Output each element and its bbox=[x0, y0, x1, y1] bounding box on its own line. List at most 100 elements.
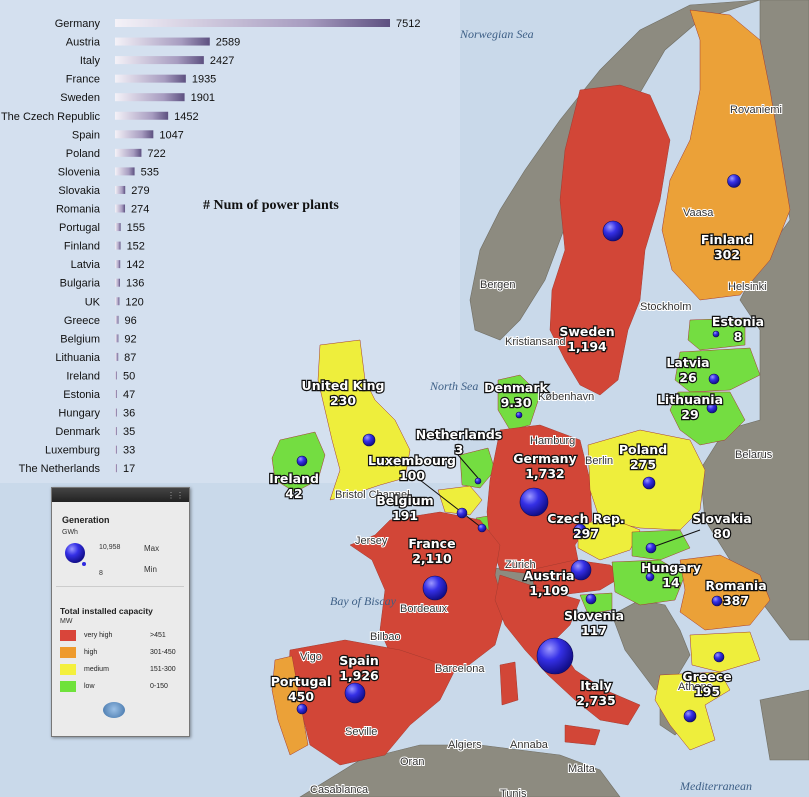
country-slovakia bbox=[631, 529, 691, 561]
sea-labels: Norwegian Sea North Sea Bay of Biscay Me… bbox=[330, 27, 752, 793]
bar-value-label: 1047 bbox=[159, 129, 183, 141]
city-annaba: Annaba bbox=[510, 739, 549, 751]
country-name-label: Portugal bbox=[271, 674, 331, 689]
bar-category-label: Portugal bbox=[59, 222, 100, 234]
country-value-label: 1,926 bbox=[339, 668, 379, 683]
legend-titlebar[interactable]: ⋮⋮ bbox=[52, 488, 189, 502]
country-value-label: 191 bbox=[392, 508, 418, 523]
country-value-label: 230 bbox=[330, 393, 356, 408]
legend-row-medium: medium 151-300 bbox=[60, 664, 182, 676]
generation-bubble bbox=[585, 593, 597, 605]
country-belgium bbox=[437, 485, 483, 516]
country-finland bbox=[661, 9, 791, 301]
country-name-label: France bbox=[408, 536, 455, 551]
bar-value-label: 1901 bbox=[191, 92, 215, 104]
bar-value-label: 87 bbox=[124, 352, 136, 364]
legend-row-low: low 0-150 bbox=[60, 681, 182, 693]
city-tunis: Tunis bbox=[500, 788, 527, 797]
city-kristiansand: Kristiansand bbox=[505, 336, 566, 348]
country-value-label: 8 bbox=[734, 329, 743, 344]
min-label: Min bbox=[144, 565, 157, 574]
bar-category-label: UK bbox=[85, 296, 101, 308]
generation-bubble bbox=[456, 507, 468, 519]
grip-icon[interactable]: ⋮⋮ bbox=[167, 491, 185, 500]
generation-bubble bbox=[645, 572, 655, 582]
country-value-label: 117 bbox=[581, 623, 607, 638]
sea-label-mediterranean: Mediterranean bbox=[679, 779, 752, 793]
swatch-very-high bbox=[60, 630, 76, 641]
bar bbox=[115, 130, 154, 139]
bar-value-label: 33 bbox=[123, 445, 135, 457]
swatch-low bbox=[60, 681, 76, 692]
bar-value-label: 535 bbox=[141, 166, 159, 178]
generation-bubble bbox=[536, 637, 574, 675]
country-value-label: 29 bbox=[681, 407, 698, 422]
city-stockholm: Stockholm bbox=[640, 301, 691, 313]
generation-bubble bbox=[422, 575, 448, 601]
country-latvia bbox=[674, 347, 761, 393]
country-hungary bbox=[611, 559, 686, 606]
generation-bubble bbox=[296, 455, 308, 467]
bar bbox=[115, 315, 119, 324]
bar bbox=[115, 74, 186, 83]
bar bbox=[115, 390, 117, 398]
country-netherlands bbox=[459, 447, 496, 489]
country-name-label: Lithuania bbox=[657, 392, 723, 407]
generation-bubble bbox=[362, 433, 376, 447]
bar bbox=[115, 37, 210, 46]
country-name-label: Italy bbox=[580, 678, 612, 693]
city-jersey: Jersey bbox=[355, 535, 388, 547]
bar bbox=[115, 278, 120, 287]
generation-bubble bbox=[519, 487, 549, 517]
bar bbox=[115, 204, 126, 213]
bar-value-label: 2589 bbox=[216, 37, 240, 49]
country-name-label: Denmark bbox=[484, 380, 548, 395]
bar bbox=[115, 19, 390, 27]
bar-category-label: Denmark bbox=[55, 426, 100, 438]
city-bristol: Bristol Channel bbox=[335, 489, 410, 501]
bar-category-label: Poland bbox=[66, 148, 100, 160]
generation-bubble bbox=[642, 476, 656, 490]
country-value-label: 275 bbox=[630, 457, 656, 472]
bar-category-label: Germany bbox=[55, 18, 101, 30]
city-belarus: Belarus bbox=[735, 449, 773, 461]
generation-title: Generation bbox=[62, 515, 110, 525]
bar-value-label: 722 bbox=[147, 148, 165, 160]
bar-value-label: 152 bbox=[127, 241, 145, 253]
country-value-label: 195 bbox=[694, 684, 720, 699]
city-bergen: Bergen bbox=[480, 279, 515, 291]
bar-value-label: 47 bbox=[123, 389, 135, 401]
bar-category-label: Slovenia bbox=[58, 166, 101, 178]
bar-value-label: 96 bbox=[125, 315, 137, 327]
country-name-label: Luxembourg bbox=[368, 453, 456, 468]
bar-category-label: Lithuania bbox=[55, 352, 101, 364]
bar bbox=[115, 167, 135, 176]
swatch-medium bbox=[60, 664, 76, 675]
country-value-label: 302 bbox=[714, 247, 740, 262]
country-name-label: Czech Rep. bbox=[547, 511, 624, 526]
bar bbox=[115, 352, 119, 361]
bar-value-label: 1452 bbox=[174, 111, 198, 123]
country-value-label: 3 bbox=[455, 442, 464, 457]
bar-category-label: Bulgaria bbox=[60, 278, 101, 290]
bar-value-label: 279 bbox=[131, 185, 149, 197]
bar-category-label: Sweden bbox=[60, 92, 100, 104]
country-name-label: Sweden bbox=[559, 324, 614, 339]
city-rovaniemi: Rovaniemi bbox=[730, 104, 782, 116]
country-value-label: 14 bbox=[662, 575, 680, 590]
city-oran: Oran bbox=[400, 756, 424, 768]
country-italy-sicily bbox=[564, 724, 601, 746]
bar-category-label: Estonia bbox=[63, 389, 101, 401]
bar-value-label: 1935 bbox=[192, 74, 216, 86]
bar bbox=[115, 427, 117, 436]
city-malta: Malta bbox=[568, 763, 596, 775]
bar-category-label: Finland bbox=[64, 241, 100, 253]
generation-bubble bbox=[477, 523, 487, 533]
country-name-label: Finland bbox=[701, 232, 753, 247]
bar-value-label: 17 bbox=[123, 463, 135, 475]
country-lithuania bbox=[669, 391, 746, 446]
country-value-label: 26 bbox=[679, 370, 697, 385]
bar-value-label: 142 bbox=[126, 259, 144, 271]
bar-category-label: Austria bbox=[66, 37, 101, 49]
